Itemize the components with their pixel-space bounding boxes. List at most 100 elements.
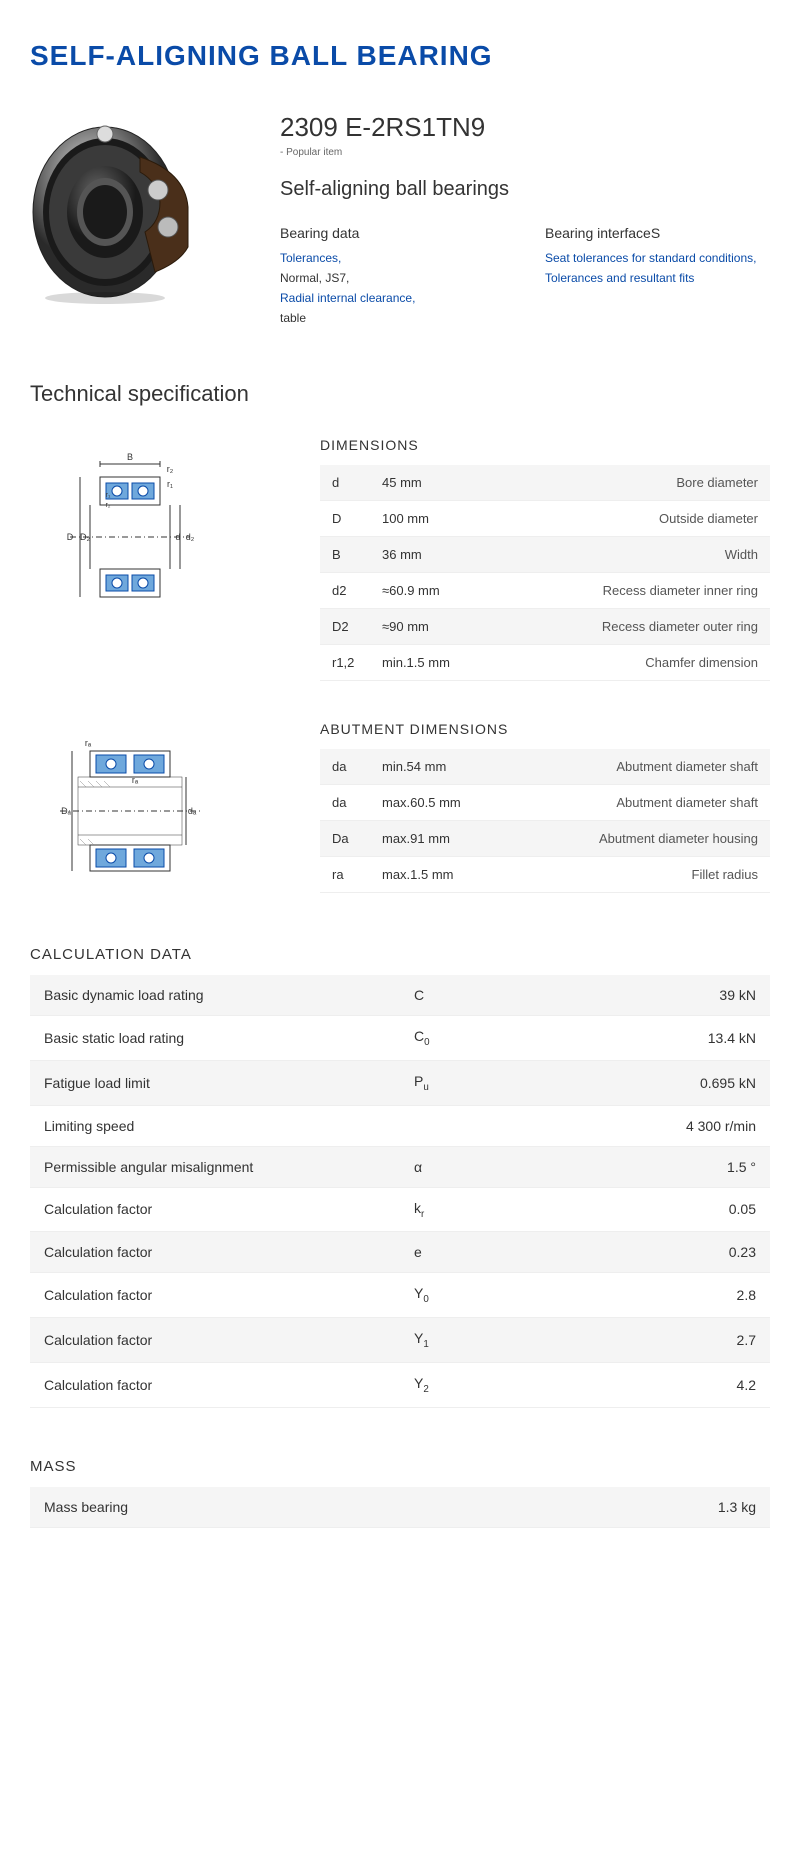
bearing-data-col: Bearing data Tolerances,Normal, JS7,Radi…	[280, 225, 505, 331]
dim-desc: Width	[490, 537, 770, 573]
table-row: Basic static load ratingC013.4 kN	[30, 1016, 770, 1061]
mass-section: MASS Mass bearing 1.3 kg	[30, 1458, 770, 1528]
calc-label: Basic dynamic load rating	[30, 975, 400, 1016]
calculation-table: Basic dynamic load ratingC39 kNBasic sta…	[30, 975, 770, 1408]
calc-label: Mass bearing	[30, 1487, 400, 1528]
calc-label: Calculation factor	[30, 1318, 400, 1363]
dim-value: min.1.5 mm	[370, 645, 490, 681]
svg-text:rₐ: rₐ	[85, 738, 92, 748]
svg-text:dₐ: dₐ	[188, 806, 197, 816]
dimensions-table: d45 mmBore diameterD100 mmOutside diamet…	[320, 465, 770, 681]
calc-value: 0.05	[548, 1187, 770, 1232]
calc-symbol: C0	[400, 1016, 548, 1061]
table-row: ramax.1.5 mmFillet radius	[320, 857, 770, 893]
svg-text:D: D	[67, 532, 74, 542]
calculation-title: CALCULATION DATA	[30, 946, 770, 963]
bearing-data-title: Bearing data	[280, 225, 505, 241]
calc-label: Basic static load rating	[30, 1016, 400, 1061]
calc-value: 0.695 kN	[548, 1060, 770, 1105]
table-row: damax.60.5 mmAbutment diameter shaft	[320, 785, 770, 821]
dim-symbol: r1,2	[320, 645, 370, 681]
table-row: damin.54 mmAbutment diameter shaft	[320, 749, 770, 785]
bearing-interface-title: Bearing interfaceS	[545, 225, 770, 241]
popular-tag: - Popular item	[280, 147, 770, 158]
table-row: D2≈90 mmRecess diameter outer ring	[320, 609, 770, 645]
dim-desc: Abutment diameter shaft	[490, 785, 770, 821]
svg-text:r₁: r₁	[167, 479, 173, 489]
table-row: Mass bearing 1.3 kg	[30, 1487, 770, 1528]
bearing-data-item[interactable]: Tolerances,	[280, 251, 505, 265]
bearing-interface-col: Bearing interfaceS Seat tolerances for s…	[545, 225, 770, 331]
dim-value: 36 mm	[370, 537, 490, 573]
calc-label: Limiting speed	[30, 1105, 400, 1146]
abutment-section: rₐ rₐ Dₐ dₐ ABUTMENT DIMENSIONS damin.54…	[30, 721, 770, 906]
calc-value: 2.8	[548, 1273, 770, 1318]
calc-value: 13.4 kN	[548, 1016, 770, 1061]
calc-label: Calculation factor	[30, 1273, 400, 1318]
dim-desc: Abutment diameter housing	[490, 821, 770, 857]
calc-value: 0.23	[548, 1232, 770, 1273]
svg-text:Dₐ: Dₐ	[61, 806, 71, 816]
bearing-data-item: table	[280, 311, 505, 325]
dim-value: ≈90 mm	[370, 609, 490, 645]
mass-table: Mass bearing 1.3 kg	[30, 1487, 770, 1528]
dimensions-section: B r₂ r₁ r₁ r₂ D D₂ d d₂ DIMENSIONS d45 m…	[30, 437, 770, 681]
table-row: Calculation factore0.23	[30, 1232, 770, 1273]
bearing-data-item[interactable]: Radial internal clearance,	[280, 291, 505, 305]
calc-value: 39 kN	[548, 975, 770, 1016]
svg-text:r₂: r₂	[105, 502, 110, 509]
dim-symbol: d	[320, 465, 370, 501]
calc-value: 1.3 kg	[548, 1487, 770, 1528]
table-row: d45 mmBore diameter	[320, 465, 770, 501]
product-subtitle: Self-aligning ball bearings	[280, 178, 770, 201]
svg-text:D₂: D₂	[80, 532, 90, 542]
dim-value: max.91 mm	[370, 821, 490, 857]
svg-text:d₂: d₂	[186, 532, 195, 542]
bearing-interface-item[interactable]: Seat tolerances for standard conditions,	[545, 251, 770, 265]
bearing-interface-item[interactable]: Tolerances and resultant fits	[545, 271, 770, 285]
table-row: Damax.91 mmAbutment diameter housing	[320, 821, 770, 857]
calc-label: Calculation factor	[30, 1362, 400, 1407]
dim-value: ≈60.9 mm	[370, 573, 490, 609]
dim-desc: Outside diameter	[490, 501, 770, 537]
calc-label: Calculation factor	[30, 1232, 400, 1273]
table-row: Basic dynamic load ratingC39 kN	[30, 975, 770, 1016]
dim-symbol: Da	[320, 821, 370, 857]
tech-spec-title: Technical specification	[30, 381, 770, 407]
svg-text:B: B	[127, 452, 133, 462]
calc-symbol	[400, 1487, 548, 1528]
dim-symbol: B	[320, 537, 370, 573]
calc-symbol: Y1	[400, 1318, 548, 1363]
product-code: 2309 E-2RS1TN9	[280, 112, 770, 143]
dimensions-diagram: B r₂ r₁ r₁ r₂ D D₂ d d₂	[30, 437, 290, 681]
dimensions-title: DIMENSIONS	[320, 437, 770, 453]
table-row: Permissible angular misalignmentα1.5 °	[30, 1146, 770, 1187]
table-row: Calculation factorY24.2	[30, 1362, 770, 1407]
dim-value: max.60.5 mm	[370, 785, 490, 821]
calc-value: 4.2	[548, 1362, 770, 1407]
abutment-title: ABUTMENT DIMENSIONS	[320, 721, 770, 737]
dim-symbol: D2	[320, 609, 370, 645]
dim-desc: Recess diameter inner ring	[490, 573, 770, 609]
table-row: Fatigue load limitPu0.695 kN	[30, 1060, 770, 1105]
table-row: D100 mmOutside diameter	[320, 501, 770, 537]
table-row: Calculation factorY02.8	[30, 1273, 770, 1318]
abutment-table: damin.54 mmAbutment diameter shaftdamax.…	[320, 749, 770, 893]
mass-title: MASS	[30, 1458, 770, 1475]
calculation-section: CALCULATION DATA Basic dynamic load rati…	[30, 946, 770, 1408]
calc-label: Fatigue load limit	[30, 1060, 400, 1105]
table-row: Calculation factorY12.7	[30, 1318, 770, 1363]
dim-desc: Fillet radius	[490, 857, 770, 893]
calc-symbol	[400, 1105, 548, 1146]
calc-symbol: C	[400, 975, 548, 1016]
dim-symbol: d2	[320, 573, 370, 609]
table-row: r1,2min.1.5 mmChamfer dimension	[320, 645, 770, 681]
calc-label: Calculation factor	[30, 1187, 400, 1232]
calc-symbol: α	[400, 1146, 548, 1187]
calc-symbol: Pu	[400, 1060, 548, 1105]
dim-symbol: da	[320, 749, 370, 785]
calc-label: Permissible angular misalignment	[30, 1146, 400, 1187]
dim-value: 100 mm	[370, 501, 490, 537]
calc-symbol: Y0	[400, 1273, 548, 1318]
table-row: Limiting speed4 300 r/min	[30, 1105, 770, 1146]
